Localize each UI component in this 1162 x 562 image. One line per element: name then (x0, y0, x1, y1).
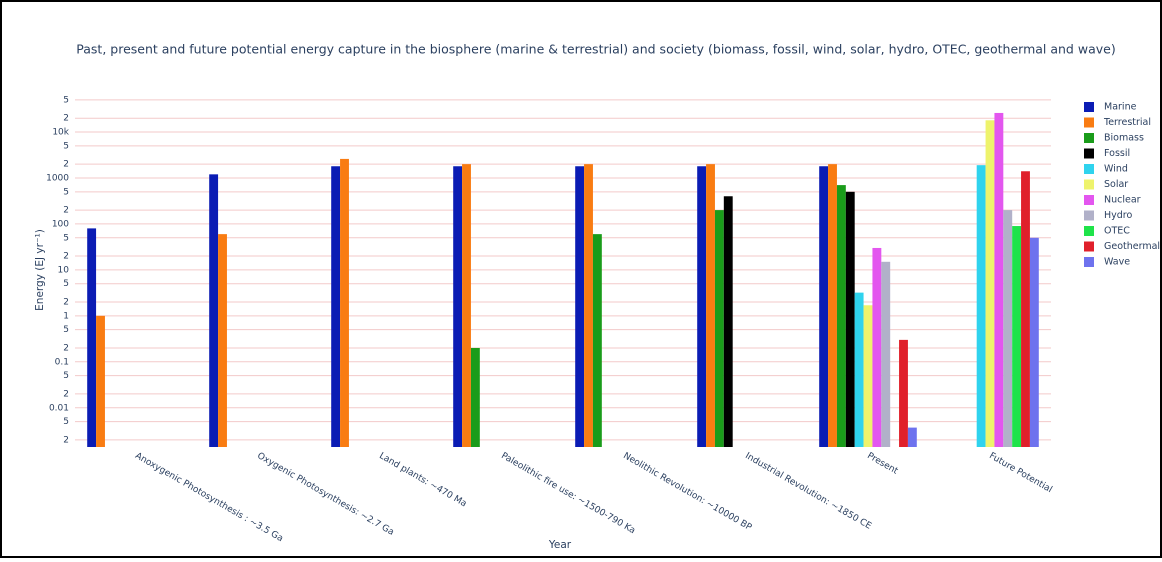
chart-title: Past, present and future potential energ… (76, 42, 1115, 57)
y-tick-label: 100 (52, 219, 69, 229)
y-tick-label: 10k (52, 128, 69, 138)
bar (723, 196, 733, 447)
bar (209, 174, 219, 447)
bar (331, 166, 341, 448)
bar (836, 185, 846, 447)
y-tick-label: 0.01 (49, 403, 69, 413)
y-tick-label: 5 (63, 325, 69, 335)
bar (899, 339, 908, 447)
bar (994, 112, 1004, 448)
bar (453, 166, 463, 448)
bar (706, 164, 715, 447)
bar (872, 247, 882, 447)
legend-swatch (1084, 226, 1094, 236)
y-tick-label: 5 (63, 233, 69, 243)
y-tick-label: 2 (63, 435, 69, 445)
y-tick-label: 1000 (46, 173, 69, 183)
bar (96, 315, 105, 447)
legend-swatch (1084, 195, 1094, 205)
bar (1029, 237, 1039, 447)
legend-label: Hydro (1104, 210, 1132, 221)
bar (976, 165, 986, 447)
y-tick-label: 2 (63, 389, 69, 399)
bar (985, 120, 995, 448)
y-tick-label: 2 (63, 160, 69, 170)
legend-label: Geothermal (1104, 241, 1160, 252)
y-tick-label: 2 (63, 114, 69, 124)
bar (470, 347, 480, 447)
y-tick-label: 5 (63, 95, 69, 105)
bar (218, 234, 227, 447)
legend-swatch (1084, 117, 1094, 128)
bar (1021, 171, 1030, 447)
bar (845, 191, 855, 447)
y-tick-label: 1 (63, 311, 69, 321)
y-axis-title: Energy (EJ yr⁻¹) (34, 229, 46, 311)
bar (697, 166, 707, 448)
bar (1012, 226, 1022, 447)
y-tick-label: 5 (63, 141, 69, 151)
legend-label: Wind (1104, 164, 1128, 175)
bar (575, 166, 585, 448)
y-tick-label: 5 (63, 279, 69, 289)
legend-label: Biomass (1104, 133, 1144, 144)
x-axis-title: Year (548, 539, 572, 551)
legend-label: Nuclear (1104, 195, 1141, 206)
legend-swatch (1084, 148, 1094, 159)
bar (907, 427, 917, 447)
legend-label: Wave (1104, 257, 1130, 268)
bar (87, 228, 97, 447)
y-tick-label: 5 (63, 187, 69, 197)
y-tick-label: 5 (63, 417, 69, 427)
bar (592, 234, 602, 447)
bar (714, 210, 724, 447)
legend-swatch (1084, 179, 1094, 190)
legend-swatch (1084, 164, 1094, 174)
legend-label: Terrestrial (1103, 117, 1151, 128)
legend-label: Fossil (1104, 148, 1130, 159)
y-tick-label: 10 (58, 265, 70, 275)
legend-swatch (1084, 102, 1094, 112)
legend-swatch (1084, 257, 1094, 267)
bar (854, 292, 864, 447)
legend-label: OTEC (1104, 226, 1130, 237)
legend-swatch (1084, 133, 1094, 143)
legend-label: Solar (1104, 179, 1128, 190)
bar (828, 164, 837, 447)
y-tick-label: 2 (63, 252, 69, 262)
legend-swatch (1084, 210, 1094, 221)
bar (584, 164, 593, 447)
y-tick-label: 2 (63, 206, 69, 216)
bar (863, 305, 873, 447)
bar (881, 261, 891, 447)
bar (462, 164, 471, 447)
y-tick-label: 2 (63, 298, 69, 308)
legend-label: Marine (1104, 102, 1137, 113)
bar (1003, 210, 1013, 447)
y-tick-label: 5 (63, 371, 69, 381)
legend-swatch (1084, 241, 1094, 252)
bar (819, 166, 829, 448)
y-tick-label: 2 (63, 343, 69, 353)
bar (340, 158, 349, 447)
y-tick-label: 0.1 (55, 357, 69, 367)
